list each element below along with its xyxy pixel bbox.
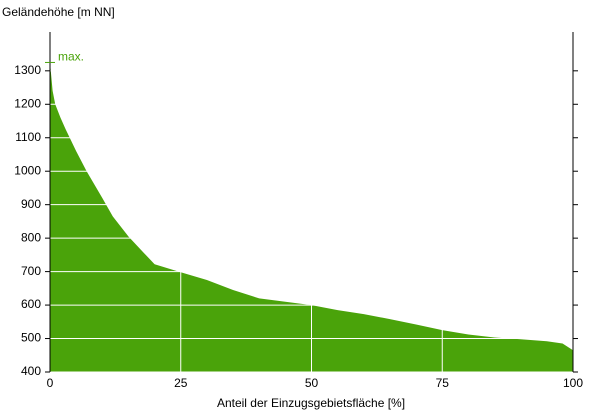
y-tick-label: 800 (21, 230, 41, 244)
y-tick-label: 400 (21, 364, 41, 378)
y-tick-label: 900 (21, 197, 41, 211)
x-tick-label: 75 (436, 376, 450, 390)
x-tick-label: 50 (305, 376, 319, 390)
x-tick-label: 100 (563, 376, 583, 390)
y-tick-label: 700 (21, 264, 41, 278)
x-tick-label: 0 (47, 376, 54, 390)
y-tick-label: 1000 (14, 163, 41, 177)
x-tick-label: 25 (174, 376, 188, 390)
annotation: max. (58, 50, 84, 64)
y-axis-label: Geländehöhe [m NN] (2, 5, 115, 19)
y-tick-label: 1300 (14, 63, 41, 77)
y-tick-label: 500 (21, 331, 41, 345)
y-tick-label: 600 (21, 297, 41, 311)
y-tick-label: 1100 (15, 130, 41, 144)
x-axis-label: Anteil der Einzugsgebietsfläche [%] (217, 396, 405, 410)
y-tick-label: 1200 (14, 96, 41, 110)
